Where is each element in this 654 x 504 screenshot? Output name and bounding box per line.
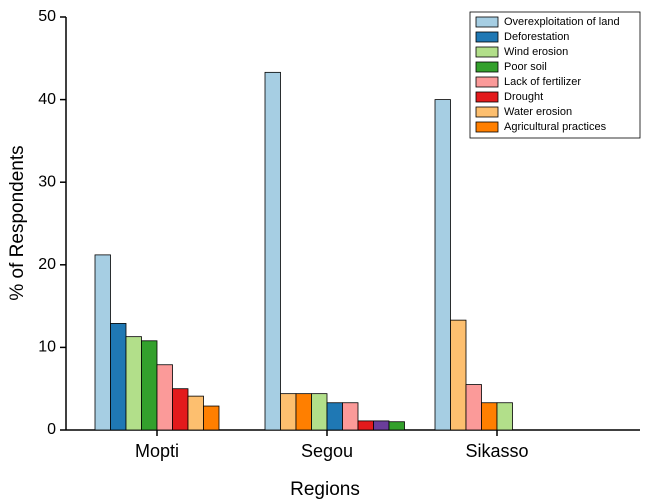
bar (141, 340, 158, 431)
bar (342, 402, 359, 431)
legend-swatch (475, 31, 499, 43)
legend-swatch (475, 46, 499, 58)
bar (125, 336, 142, 431)
bar (357, 420, 374, 431)
bar (481, 402, 498, 431)
bar (280, 393, 297, 431)
legend-label: Lack of fertilizer (504, 76, 581, 88)
bar (94, 254, 111, 431)
bar (110, 323, 127, 431)
bar (156, 364, 173, 431)
bar (264, 71, 281, 431)
legend-swatch (475, 76, 499, 88)
legend-label: Poor soil (504, 61, 547, 73)
legend-swatch (475, 61, 499, 73)
y-tick-label: 30 (38, 173, 56, 190)
bar (311, 393, 328, 431)
legend-swatch (475, 91, 499, 103)
bar (450, 319, 467, 431)
bar (187, 395, 204, 431)
bar (326, 402, 343, 431)
x-tick-label: Mopti (135, 441, 179, 461)
legend-label: Drought (504, 91, 543, 103)
legend-swatch (475, 106, 499, 118)
legend-swatch (475, 121, 499, 133)
bar (295, 393, 312, 431)
legend-label: Overexploitation of land (504, 16, 620, 28)
y-tick-label: 40 (38, 91, 56, 108)
y-axis-label: % of Respondents (7, 145, 28, 300)
bar (388, 421, 405, 431)
x-tick-label: Segou (301, 441, 353, 461)
x-axis-label: Regions (290, 479, 360, 500)
legend-swatch (475, 16, 499, 28)
y-tick-label: 50 (38, 8, 56, 25)
y-tick-label: 0 (47, 421, 56, 438)
legend-label: Water erosion (504, 106, 572, 118)
bar (465, 384, 482, 431)
y-tick-label: 20 (38, 256, 56, 273)
bar (172, 388, 189, 431)
bar (496, 402, 513, 431)
x-tick-label: Sikasso (465, 441, 528, 461)
legend-label: Agricultural practices (504, 121, 607, 133)
bar (373, 420, 390, 431)
bar (434, 99, 451, 431)
bar (203, 405, 220, 431)
legend-label: Wind erosion (504, 46, 568, 58)
y-tick-label: 10 (38, 339, 56, 356)
legend-label: Deforestation (504, 31, 569, 43)
